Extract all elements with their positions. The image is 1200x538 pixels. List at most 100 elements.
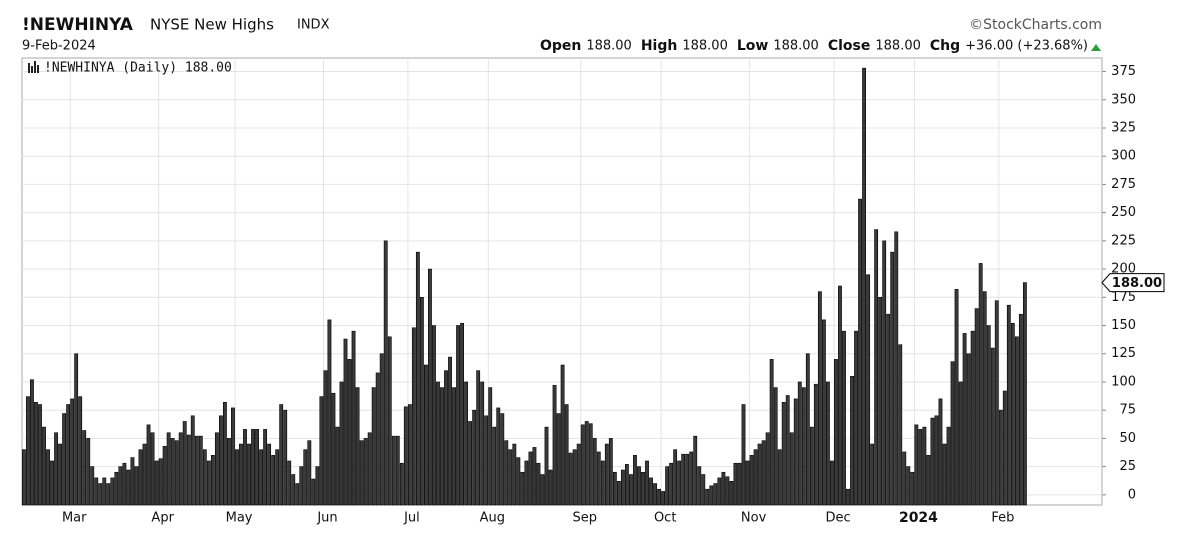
bar bbox=[809, 426, 814, 506]
bar bbox=[926, 455, 931, 506]
bar bbox=[637, 466, 641, 506]
bar bbox=[922, 426, 927, 506]
bar bbox=[846, 488, 850, 506]
ohlc-row: +36.00 (+23.68%) Chg 188.00 Close 188.00 Low 1… bbox=[540, 38, 1088, 54]
bar bbox=[267, 443, 272, 506]
bar bbox=[448, 356, 452, 506]
bar bbox=[729, 480, 734, 506]
bar bbox=[938, 398, 943, 506]
bar bbox=[842, 330, 846, 506]
bar bbox=[206, 460, 211, 506]
bar bbox=[604, 443, 609, 506]
bar bbox=[918, 429, 923, 506]
y-tick-label: 25 bbox=[1119, 459, 1136, 474]
bar bbox=[520, 471, 525, 506]
bar bbox=[560, 364, 565, 506]
x-tick-label: Oct bbox=[654, 511, 676, 526]
bar bbox=[970, 330, 975, 506]
bar bbox=[592, 438, 597, 506]
bar bbox=[287, 460, 292, 506]
bar bbox=[307, 440, 312, 506]
bar bbox=[146, 424, 151, 506]
bar bbox=[588, 423, 593, 506]
bar bbox=[202, 449, 207, 506]
bar bbox=[210, 455, 215, 506]
bar bbox=[1018, 313, 1023, 506]
bar bbox=[661, 491, 665, 506]
x-tick-label: May bbox=[226, 511, 253, 526]
bar bbox=[70, 398, 75, 506]
ohlc-label: Open bbox=[540, 38, 581, 54]
y-tick-label: 200 bbox=[1111, 262, 1136, 277]
bar bbox=[251, 429, 255, 506]
bar bbox=[866, 274, 871, 506]
bar bbox=[532, 447, 537, 506]
bar bbox=[367, 432, 372, 506]
x-tick-label: Dec bbox=[825, 511, 850, 526]
bar bbox=[761, 440, 766, 506]
bar bbox=[468, 421, 473, 506]
bar bbox=[480, 381, 485, 506]
bar bbox=[496, 407, 501, 506]
bar bbox=[946, 426, 951, 506]
bar bbox=[134, 466, 139, 506]
bar bbox=[697, 466, 702, 506]
bar bbox=[629, 474, 633, 506]
bar bbox=[174, 440, 179, 506]
bar bbox=[46, 449, 50, 506]
bar bbox=[624, 464, 629, 506]
bar bbox=[500, 413, 505, 506]
bar bbox=[801, 387, 806, 506]
bar bbox=[757, 443, 762, 506]
bar bbox=[576, 443, 581, 506]
bar bbox=[371, 387, 376, 506]
bar bbox=[66, 404, 71, 506]
bar bbox=[339, 381, 344, 506]
bar bbox=[214, 432, 219, 506]
bar bbox=[74, 353, 79, 506]
bar bbox=[295, 483, 300, 506]
bar bbox=[198, 435, 203, 506]
bar bbox=[616, 480, 621, 506]
bar bbox=[934, 415, 939, 506]
bar bbox=[556, 413, 561, 506]
bar bbox=[263, 429, 268, 506]
bar bbox=[657, 488, 661, 506]
bar bbox=[460, 322, 465, 506]
bar bbox=[874, 229, 879, 506]
bar bbox=[572, 449, 577, 506]
bar bbox=[190, 415, 195, 506]
bar bbox=[753, 449, 758, 506]
bar bbox=[403, 406, 408, 506]
bar bbox=[94, 477, 99, 506]
y-tick-label: 125 bbox=[1111, 346, 1136, 361]
bar bbox=[50, 460, 54, 506]
bar bbox=[834, 359, 838, 506]
legend: !NEWHINYA (Daily) 188.00 bbox=[44, 61, 232, 76]
bar bbox=[411, 327, 416, 506]
ohlc-label: Low bbox=[737, 38, 769, 54]
bar bbox=[600, 460, 605, 506]
bar bbox=[966, 353, 971, 506]
bar bbox=[102, 477, 107, 506]
bar bbox=[62, 413, 67, 506]
bar bbox=[777, 449, 782, 506]
up-arrow bbox=[1091, 44, 1101, 51]
bar bbox=[383, 240, 388, 506]
bar bbox=[854, 330, 858, 506]
bar bbox=[998, 409, 1003, 506]
bar bbox=[1022, 282, 1027, 506]
bar bbox=[243, 429, 247, 506]
bar bbox=[781, 401, 786, 506]
bar bbox=[645, 460, 649, 506]
bar bbox=[705, 488, 710, 506]
ohlc-value: 188.00 bbox=[773, 39, 819, 54]
bar bbox=[986, 325, 991, 506]
bar bbox=[902, 451, 907, 506]
bar bbox=[452, 387, 456, 506]
bar bbox=[914, 424, 919, 506]
bar bbox=[223, 401, 227, 506]
bar bbox=[319, 396, 324, 506]
bar bbox=[126, 469, 131, 506]
x-tick-label: Jun bbox=[316, 511, 337, 526]
